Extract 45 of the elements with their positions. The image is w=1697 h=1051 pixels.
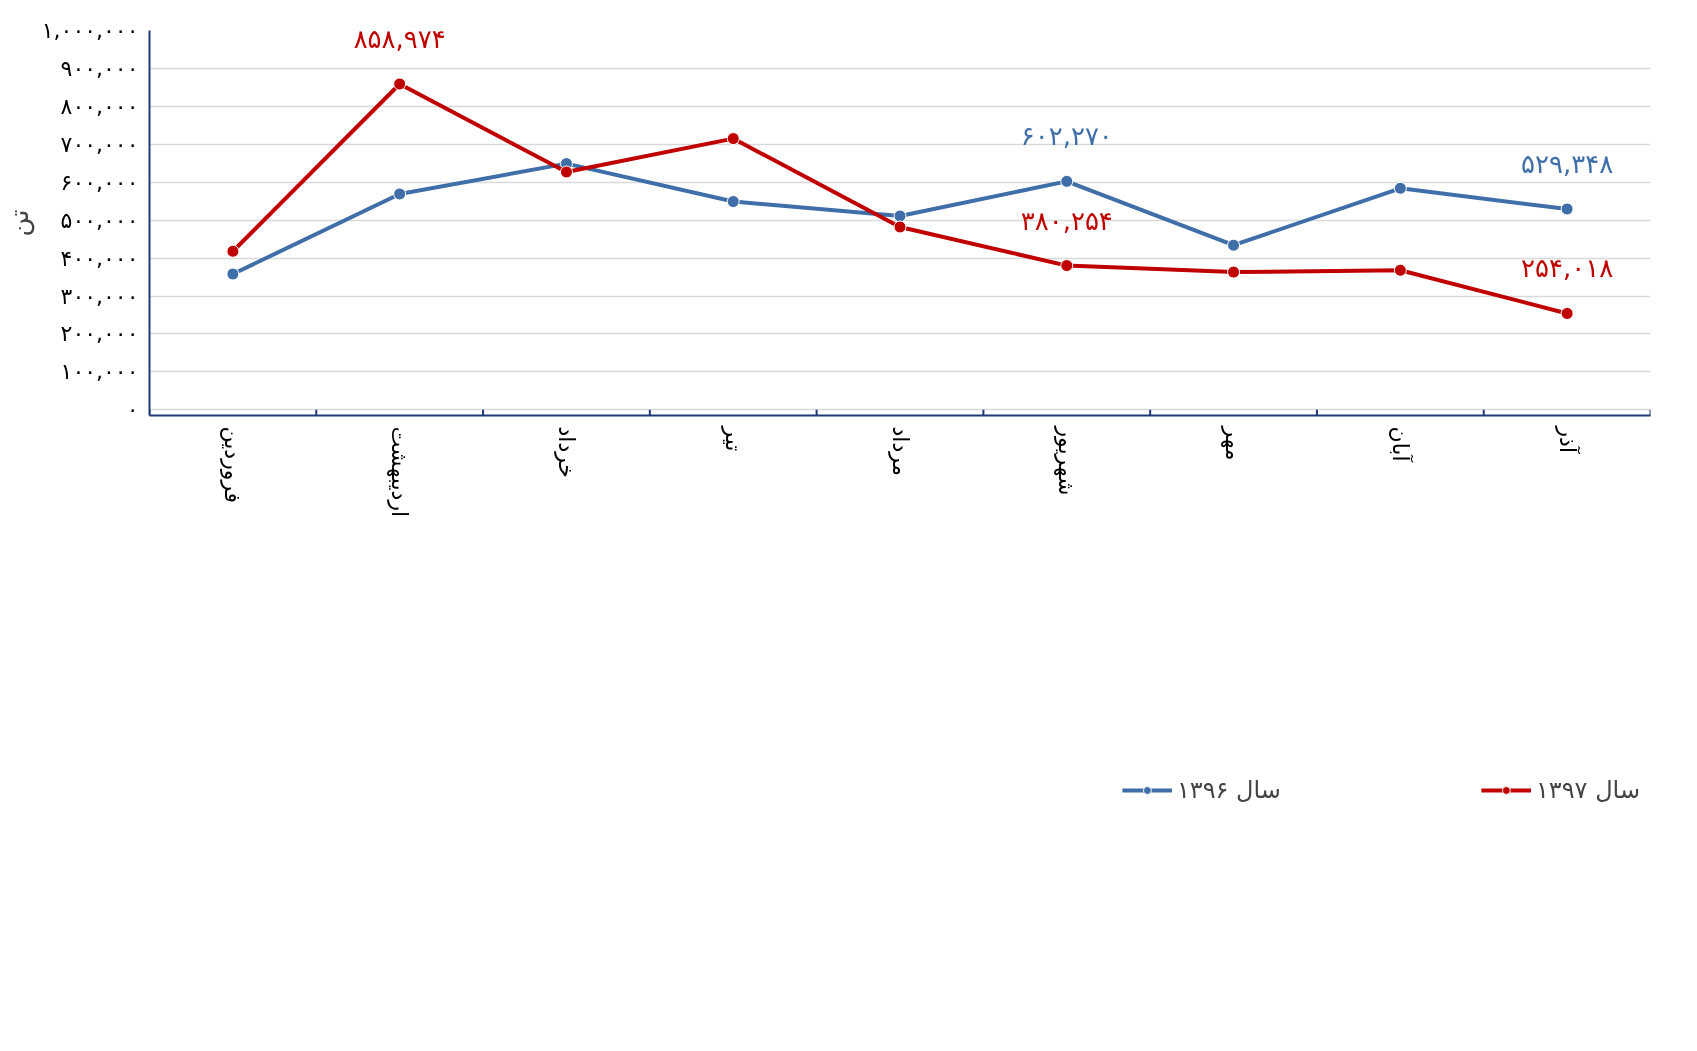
y-tick-label: ۵۰۰,۰۰۰ (60, 207, 139, 233)
point (1060, 259, 1074, 273)
data-label: ۸۵۸,۹۷۴ (353, 23, 446, 54)
point (393, 77, 407, 91)
point (893, 209, 907, 223)
y-tick-label: ۷۰۰,۰۰۰ (60, 131, 139, 157)
x-tick-label: مهر (1221, 425, 1247, 461)
x-tick-label: تیر (720, 425, 746, 452)
data-label: ۵۲۹,۳۴۸ (1521, 149, 1614, 180)
point (1393, 263, 1407, 277)
point (393, 187, 407, 201)
y-tick-label: ۲۰۰,۰۰۰ (60, 321, 139, 347)
y-tick-label: ۰ (126, 397, 139, 423)
y-tick-label: ۴۰۰,۰۰۰ (60, 245, 139, 271)
point (559, 165, 573, 179)
point (1560, 202, 1574, 216)
point (726, 132, 740, 146)
point (226, 244, 240, 258)
x-tick-label: خرداد (553, 426, 579, 478)
x-tick-label: آذر (1554, 425, 1581, 454)
x-tick-label: مرداد (887, 426, 913, 477)
x-tick-label: شهریور (1054, 425, 1080, 496)
point (893, 220, 907, 234)
point (1227, 238, 1241, 252)
x-tick-label: اردیبهشت (387, 426, 413, 518)
point (1393, 181, 1407, 195)
y-tick-label: ۸۰۰,۰۰۰ (60, 93, 139, 119)
y-tick-label: ۶۰۰,۰۰۰ (60, 169, 139, 195)
y-tick-label: ۱,۰۰۰,۰۰۰ (41, 18, 139, 43)
x-tick-label: فروردین (220, 426, 246, 504)
y-tick-label: ۹۰۰,۰۰۰ (60, 55, 139, 81)
point (1060, 174, 1074, 188)
y-tick-label: ۱۰۰,۰۰۰ (60, 359, 139, 385)
point (1560, 306, 1574, 320)
data-label: ۳۸۰,۲۵۴ (1020, 205, 1113, 236)
y-axis-title: تن (3, 209, 35, 237)
x-tick-label: آبان (1387, 426, 1414, 463)
data-label: ۶۰۲,۲۷۰ (1020, 121, 1113, 152)
point (1227, 265, 1241, 279)
legend-label: سال ۱۳۹۶ (1176, 776, 1281, 804)
y-tick-label: ۳۰۰,۰۰۰ (60, 283, 139, 309)
legend-label: سال ۱۳۹۷ (1535, 776, 1640, 804)
point (226, 267, 240, 281)
data-label: ۲۵۴,۰۱۸ (1521, 253, 1614, 284)
point (726, 195, 740, 209)
